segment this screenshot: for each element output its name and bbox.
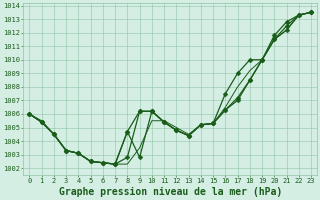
X-axis label: Graphe pression niveau de la mer (hPa): Graphe pression niveau de la mer (hPa)	[59, 187, 282, 197]
